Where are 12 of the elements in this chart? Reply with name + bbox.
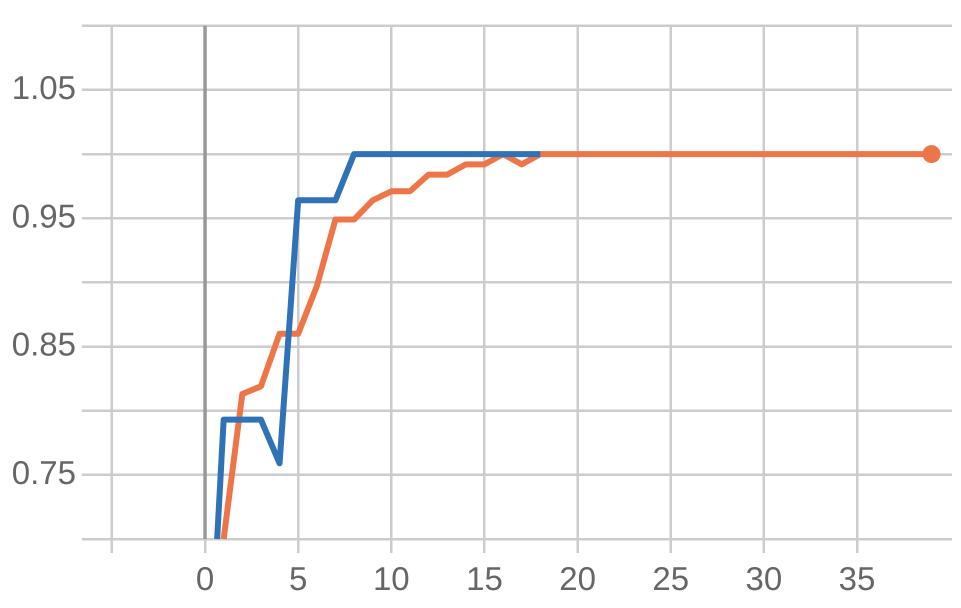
y-tick-label: 0.75 xyxy=(12,454,76,491)
x-tick-label: 20 xyxy=(559,560,596,597)
y-tick-label: 1.05 xyxy=(12,69,76,106)
x-tick-label: 25 xyxy=(652,560,690,597)
x-tick-label: 30 xyxy=(746,560,782,597)
x-tick-label: 10 xyxy=(372,560,410,597)
y-tick-label: 0.95 xyxy=(12,197,76,234)
x-tick-label: 0 xyxy=(196,560,214,597)
y-tick-label: 0.85 xyxy=(12,326,76,363)
x-tick-label: 5 xyxy=(288,560,308,597)
x-tick-label: 15 xyxy=(466,560,503,597)
x-tick-label: 35 xyxy=(838,560,876,597)
